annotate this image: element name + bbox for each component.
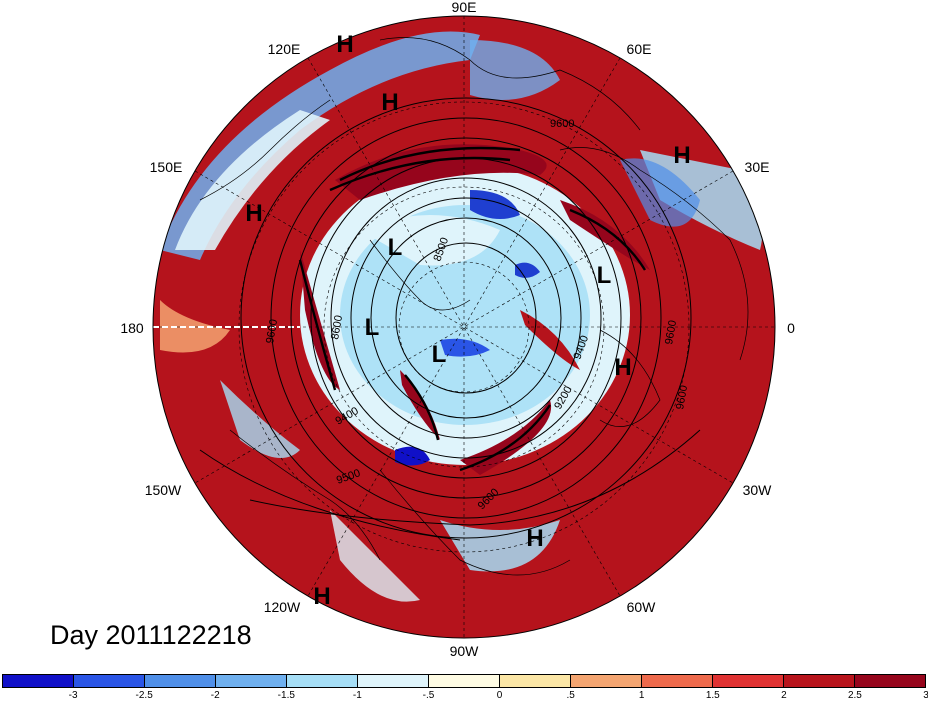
contour-label: 9600 bbox=[550, 118, 574, 130]
lon-label-120w: 120W bbox=[264, 599, 301, 615]
lon-label-150e: 150E bbox=[150, 159, 183, 175]
colorbar-swatch bbox=[500, 675, 571, 687]
high-pressure-marker: H bbox=[245, 200, 262, 227]
colorbar-tick-label: 1.5 bbox=[705, 690, 720, 701]
colorbar-swatch bbox=[642, 675, 713, 687]
jet-contours bbox=[298, 146, 647, 472]
contour-label: 9600 bbox=[663, 319, 679, 345]
lon-label-0: 0 bbox=[787, 320, 795, 336]
lon-label-30e: 30E bbox=[745, 159, 770, 175]
colorbar-tick-label: 1 bbox=[638, 690, 645, 701]
day-label: Day 2011122218 bbox=[50, 620, 252, 650]
colorbar-swatch bbox=[3, 675, 74, 687]
colorbar-swatch bbox=[287, 675, 358, 687]
colorbar-tick-label: -2 bbox=[210, 690, 220, 701]
colorbar-swatch bbox=[429, 675, 500, 687]
lon-label-150w: 150W bbox=[145, 482, 182, 498]
colorbar-tick-label: -1.5 bbox=[277, 690, 295, 701]
colorbar-tick-label: -2.5 bbox=[135, 690, 153, 701]
polar-map: 90E 60E 30E 0 30W 60W 90W 120W 150W 180 … bbox=[120, 0, 795, 659]
colorbar-swatch bbox=[145, 675, 216, 687]
lon-label-90e: 90E bbox=[452, 0, 477, 15]
colorbar-tick-label: -3 bbox=[68, 690, 78, 701]
high-pressure-marker: H bbox=[673, 142, 690, 169]
coastlines bbox=[199, 37, 749, 576]
low-pressure-marker: L bbox=[432, 341, 447, 368]
lon-label-60e: 60E bbox=[627, 41, 652, 57]
high-pressure-marker: H bbox=[381, 89, 398, 116]
colorbar-tick-label: -1 bbox=[352, 690, 362, 701]
colorbar-swatch bbox=[855, 675, 925, 687]
low-pressure-marker: L bbox=[597, 262, 612, 289]
high-pressure-marker: H bbox=[336, 31, 353, 58]
colorbar-ticks: -3 -2.5 -2 -1.5 -1 -.5 0 .5 1 1.5 2 2.5 3 bbox=[2, 690, 928, 702]
contour-label: 8600 bbox=[329, 314, 345, 340]
colorbar-swatch bbox=[571, 675, 642, 687]
high-pressure-marker: H bbox=[313, 583, 330, 610]
anomaly-field bbox=[153, 16, 775, 638]
lon-label-180: 180 bbox=[120, 320, 144, 336]
map-border bbox=[152, 15, 776, 639]
colorbar-tick-label: 0 bbox=[496, 690, 503, 701]
colorbar-tick-label: -.5 bbox=[422, 690, 435, 701]
lon-label-30w: 30W bbox=[743, 482, 773, 498]
low-pressure-marker: L bbox=[365, 314, 380, 341]
colorbar-tick-label: 2 bbox=[781, 690, 787, 701]
colorbar-swatch bbox=[74, 675, 145, 687]
colorbar-swatch bbox=[784, 675, 855, 687]
lon-label-90w: 90W bbox=[450, 643, 480, 659]
colorbar bbox=[2, 674, 926, 688]
high-pressure-marker: H bbox=[614, 354, 631, 381]
lon-label-120e: 120E bbox=[268, 41, 301, 57]
colorbar-tick-label: 3 bbox=[923, 690, 928, 701]
contour-label: 9600 bbox=[674, 384, 690, 410]
colorbar-tick-label: 2.5 bbox=[847, 690, 862, 701]
high-pressure-marker: H bbox=[526, 525, 543, 552]
contour-label: 9600 bbox=[264, 318, 280, 344]
colorbar-swatch bbox=[713, 675, 784, 687]
lon-label-60w: 60W bbox=[627, 599, 657, 615]
colorbar-tick-label: .5 bbox=[566, 690, 575, 701]
colorbar-swatch bbox=[216, 675, 287, 687]
colorbar-swatch bbox=[358, 675, 429, 687]
low-pressure-marker: L bbox=[388, 234, 403, 261]
